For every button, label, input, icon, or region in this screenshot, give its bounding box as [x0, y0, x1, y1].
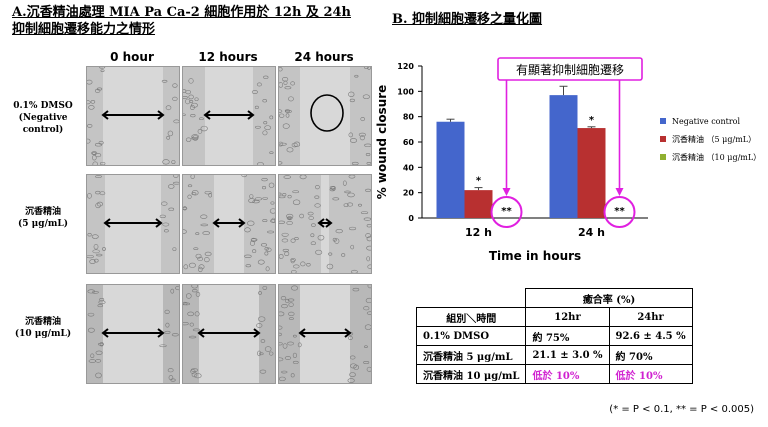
table-header-cell: 24hr [608, 307, 693, 327]
micrograph-image [182, 66, 276, 166]
table-row: 0.1% DMSO 約 75% 92.6 ± 4.5 % [415, 326, 693, 346]
micrograph-image [182, 174, 276, 274]
footnote: (* = P < 0.1, ** = P < 0.005) [609, 404, 754, 415]
table-blank-cell [417, 289, 526, 308]
table-cell: 約 70% [608, 345, 693, 365]
row-label-10ug-line2: (10 μg/mL) [14, 329, 72, 339]
callout-arrowhead [502, 188, 511, 196]
column-header-12h: 12 hours [198, 50, 258, 64]
x-tick-label: 12 h [465, 226, 492, 239]
row-label-10ug-line1: 沉香精油 [24, 317, 61, 327]
table-cell: 沉香精油 10 μg/mL [415, 364, 527, 384]
y-tick-label: 120 [397, 62, 414, 71]
column-header-0h: 0 hour [110, 50, 154, 64]
y-tick-label: 60 [403, 138, 415, 147]
highlight-circle [490, 196, 523, 228]
y-tick-label: 40 [403, 163, 415, 172]
highlight-circle [603, 196, 636, 228]
significance-mark: ** [614, 206, 625, 217]
bar [549, 95, 578, 218]
micrograph-image [278, 284, 372, 384]
table-merged-header: 癒合率 (%) [525, 288, 693, 308]
micrograph-image [86, 174, 180, 274]
panel-a-title: A.沉香精油處理 MIA Pa Ca-2 細胞作用於 12h 及 24h 抑制細… [12, 4, 351, 38]
micrograph-image [278, 66, 372, 166]
table-cell-highlight: 低於 10% [608, 364, 693, 384]
panel-b-title: B. 抑制細胞遷移之量化圖 [392, 12, 543, 27]
y-tick-label: 20 [403, 189, 415, 198]
table-row: 癒合率 (%) [417, 288, 693, 308]
legend-label: Negative control [672, 117, 741, 126]
bar [577, 128, 606, 218]
row-label-5ug-line1: 沉香精油 [24, 207, 61, 217]
x-axis-title: Time in hours [489, 249, 581, 263]
significance-mark: * [589, 115, 595, 126]
callout-box [497, 57, 643, 81]
table-row: 沉香精油 5 μg/mL 21.1 ± 3.0 % 約 70% [415, 345, 693, 365]
table-cell: 92.6 ± 4.5 % [608, 326, 693, 346]
significance-mark: ** [501, 206, 512, 217]
micrograph-image [278, 174, 372, 274]
legend-label: 沉香精油 （10 μg/mL） [672, 152, 761, 162]
row-label-5ug: 沉香精油 (5 μg/mL) [0, 206, 86, 230]
table-header-cell: 組別＼時間 [415, 307, 527, 327]
legend-swatch [660, 136, 666, 142]
panel-a-title-line1: A.沉香精油處理 MIA Pa Ca-2 細胞作用於 12h 及 24h [12, 5, 351, 20]
row-label-dmso: 0.1% DMSO (Negative control) [0, 100, 86, 136]
legend-swatch [660, 154, 666, 160]
significance-mark: * [476, 176, 482, 187]
y-tick-label: 100 [397, 87, 414, 96]
callout-arrowhead [615, 188, 624, 196]
y-tick-label: 80 [403, 113, 415, 122]
panel-a-title-line2: 抑制細胞遷移能力之情形 [12, 22, 156, 37]
table-row: 沉香精油 10 μg/mL 低於 10% 低於 10% [415, 364, 693, 384]
bar [464, 190, 493, 218]
x-tick-label: 24 h [578, 226, 605, 239]
table-cell: 沉香精油 5 μg/mL [415, 345, 527, 365]
legend-label: 沉香精油 （5 μg/mL） [672, 134, 756, 144]
y-tick-label: 0 [408, 214, 414, 223]
table-header-cell: 12hr [525, 307, 610, 327]
legend-swatch [660, 118, 666, 124]
callout-text: 有顯著抑制細胞遷移 [516, 62, 624, 77]
column-header-24h: 24 hours [294, 50, 354, 64]
table-row: 組別＼時間 12hr 24hr [415, 307, 693, 327]
table-cell-highlight: 低於 10% [525, 364, 610, 384]
row-label-dmso-line1: 0.1% DMSO [13, 101, 73, 111]
table-cell: 0.1% DMSO [415, 326, 527, 346]
row-label-5ug-line2: (5 μg/mL) [18, 219, 68, 229]
micrograph-image [182, 284, 276, 384]
row-label-10ug: 沉香精油 (10 μg/mL) [0, 316, 86, 340]
micrograph-image [86, 284, 180, 384]
row-label-dmso-line2: (Negative control) [18, 113, 68, 135]
bar [436, 121, 465, 218]
micrograph-image [86, 66, 180, 166]
table-cell: 約 75% [525, 326, 610, 346]
y-axis-title: % wound closure [375, 85, 389, 200]
healing-rate-table: 癒合率 (%) 組別＼時間 12hr 24hr 0.1% DMSO 約 75% … [415, 288, 693, 384]
table-cell: 21.1 ± 3.0 % [525, 345, 610, 365]
